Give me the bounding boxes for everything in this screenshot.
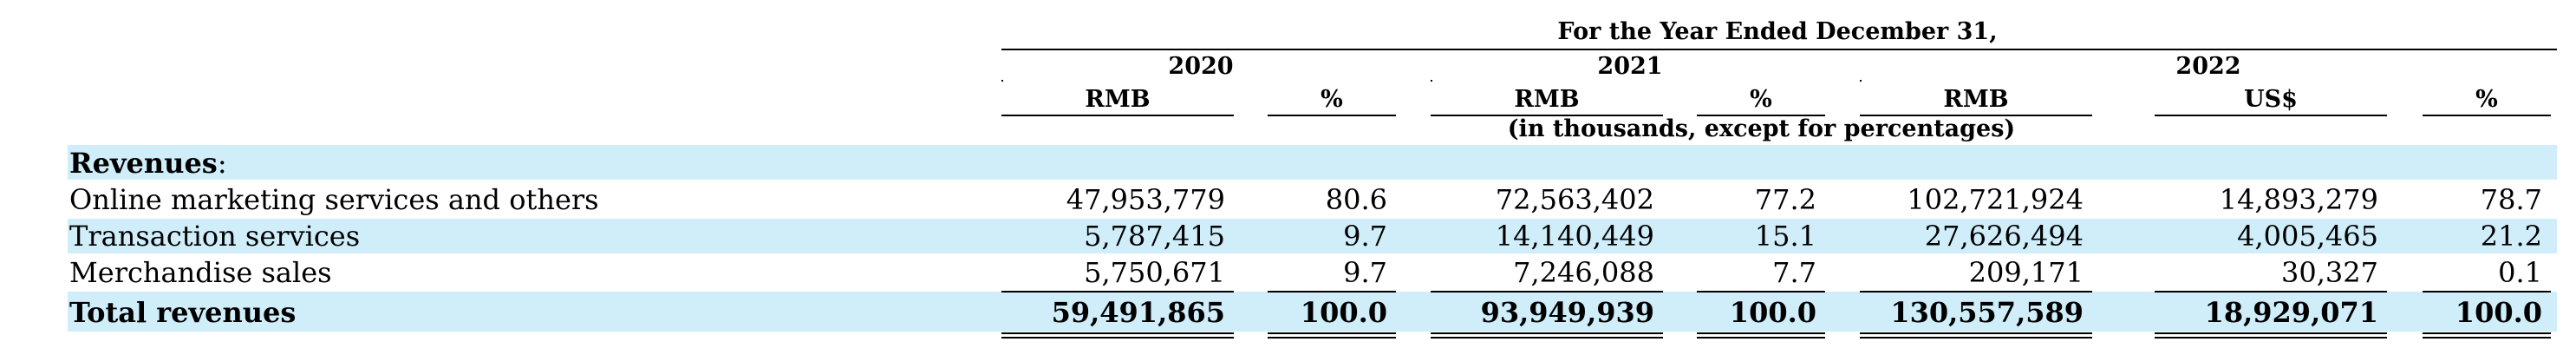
year-2021-label: 2021	[1597, 53, 1663, 80]
double-rule	[2155, 337, 2387, 339]
table-cell: 30,327	[2281, 256, 2378, 289]
section-band	[68, 145, 2557, 180]
table-cell: 14,140,449	[1495, 220, 1654, 253]
table-cell: 7,246,088	[1513, 256, 1654, 289]
total-cell: 93,949,939	[1480, 296, 1654, 329]
double-rule	[1697, 337, 1825, 339]
year-2022-label: 2022	[2175, 53, 2241, 80]
double-rule	[1001, 332, 1234, 334]
section-label: Revenues:	[69, 145, 227, 181]
year-separator-tick	[1860, 80, 1862, 82]
total-cell: 18,929,071	[2204, 296, 2378, 329]
table-cell: 102,721,924	[1907, 183, 2084, 216]
double-rule	[1860, 337, 2092, 339]
row-band	[68, 219, 2557, 253]
col-header-rule	[2423, 115, 2551, 116]
double-rule	[1001, 337, 1234, 339]
col-header-rule	[1268, 115, 1396, 116]
table-cell: 14,893,279	[2219, 183, 2378, 216]
subtotal-rule	[1697, 291, 1825, 293]
total-band	[68, 292, 2557, 332]
table-cell: 78.7	[2480, 183, 2542, 216]
row-label-merchandise-sales: Merchandise sales	[69, 256, 332, 289]
col-header-rule	[1697, 115, 1825, 116]
table-cell: 21.2	[2480, 220, 2542, 253]
total-cell: 100.0	[2455, 296, 2542, 329]
subtotal-rule	[2155, 291, 2387, 293]
table-cell: 0.1	[2498, 256, 2542, 289]
row-label-transaction-services: Transaction services	[69, 220, 361, 253]
double-rule	[1268, 332, 1396, 334]
year-2020-label: 2020	[1168, 53, 1234, 80]
double-rule	[2423, 337, 2551, 339]
col-header-pct-2021: %	[1750, 86, 1772, 113]
double-rule	[2423, 332, 2551, 334]
col-header-rmb-2022: RMB	[1943, 86, 2009, 113]
subtotal-rule	[2423, 291, 2551, 293]
table-cell: 77.2	[1754, 183, 1816, 216]
table-cell: 4,005,465	[2237, 220, 2378, 253]
col-header-rule	[1001, 115, 1234, 116]
section-label-text: Revenues	[69, 147, 218, 180]
year-separator-tick	[1001, 80, 1003, 82]
total-cell: 100.0	[1300, 296, 1387, 329]
col-header-rule	[1431, 115, 1663, 116]
table-cell: 27,626,494	[1924, 220, 2084, 253]
section-label-colon: :	[217, 147, 227, 180]
double-rule	[1697, 332, 1825, 334]
table-cell: 7.7	[1772, 256, 1816, 289]
col-header-usd-2022: US$	[2244, 86, 2298, 113]
period-title: For the Year Ended December 31,	[1557, 18, 1998, 45]
units-note: (in thousands, except for percentages)	[1507, 115, 2016, 142]
total-cell: 59,491,865	[1051, 296, 1225, 329]
table-cell: 5,787,415	[1084, 220, 1225, 253]
subtotal-rule	[1268, 291, 1396, 293]
year-separator-tick	[1431, 80, 1432, 82]
double-rule	[2155, 332, 2387, 334]
double-rule	[1860, 332, 2092, 334]
subtotal-rule	[1001, 291, 1234, 293]
table-cell: 5,750,671	[1084, 256, 1225, 289]
total-revenues-label: Total revenues	[69, 296, 297, 329]
col-header-rmb-2021: RMB	[1514, 86, 1580, 113]
period-title-rule	[1001, 49, 2557, 50]
table-cell: 80.6	[1325, 183, 1387, 216]
double-rule	[1268, 337, 1396, 339]
table-cell: 15.1	[1754, 220, 1816, 253]
col-header-rule	[2155, 115, 2387, 116]
table-cell: 9.7	[1343, 220, 1387, 253]
col-header-rmb-2020: RMB	[1085, 86, 1151, 113]
double-rule	[1431, 332, 1663, 334]
table-cell: 9.7	[1343, 256, 1387, 289]
col-header-pct-2020: %	[1321, 86, 1343, 113]
subtotal-rule	[1431, 291, 1663, 293]
total-cell: 100.0	[1729, 296, 1816, 329]
row-label-online-marketing: Online marketing services and others	[69, 183, 599, 216]
table-cell: 47,953,779	[1066, 183, 1225, 216]
col-header-rule	[1860, 115, 2092, 116]
subtotal-rule	[1860, 291, 2092, 293]
total-cell: 130,557,589	[1890, 296, 2084, 329]
double-rule	[1431, 337, 1663, 339]
table-cell: 209,171	[1968, 256, 2084, 289]
table-cell: 72,563,402	[1495, 183, 1654, 216]
col-header-pct-2022: %	[2475, 86, 2498, 113]
